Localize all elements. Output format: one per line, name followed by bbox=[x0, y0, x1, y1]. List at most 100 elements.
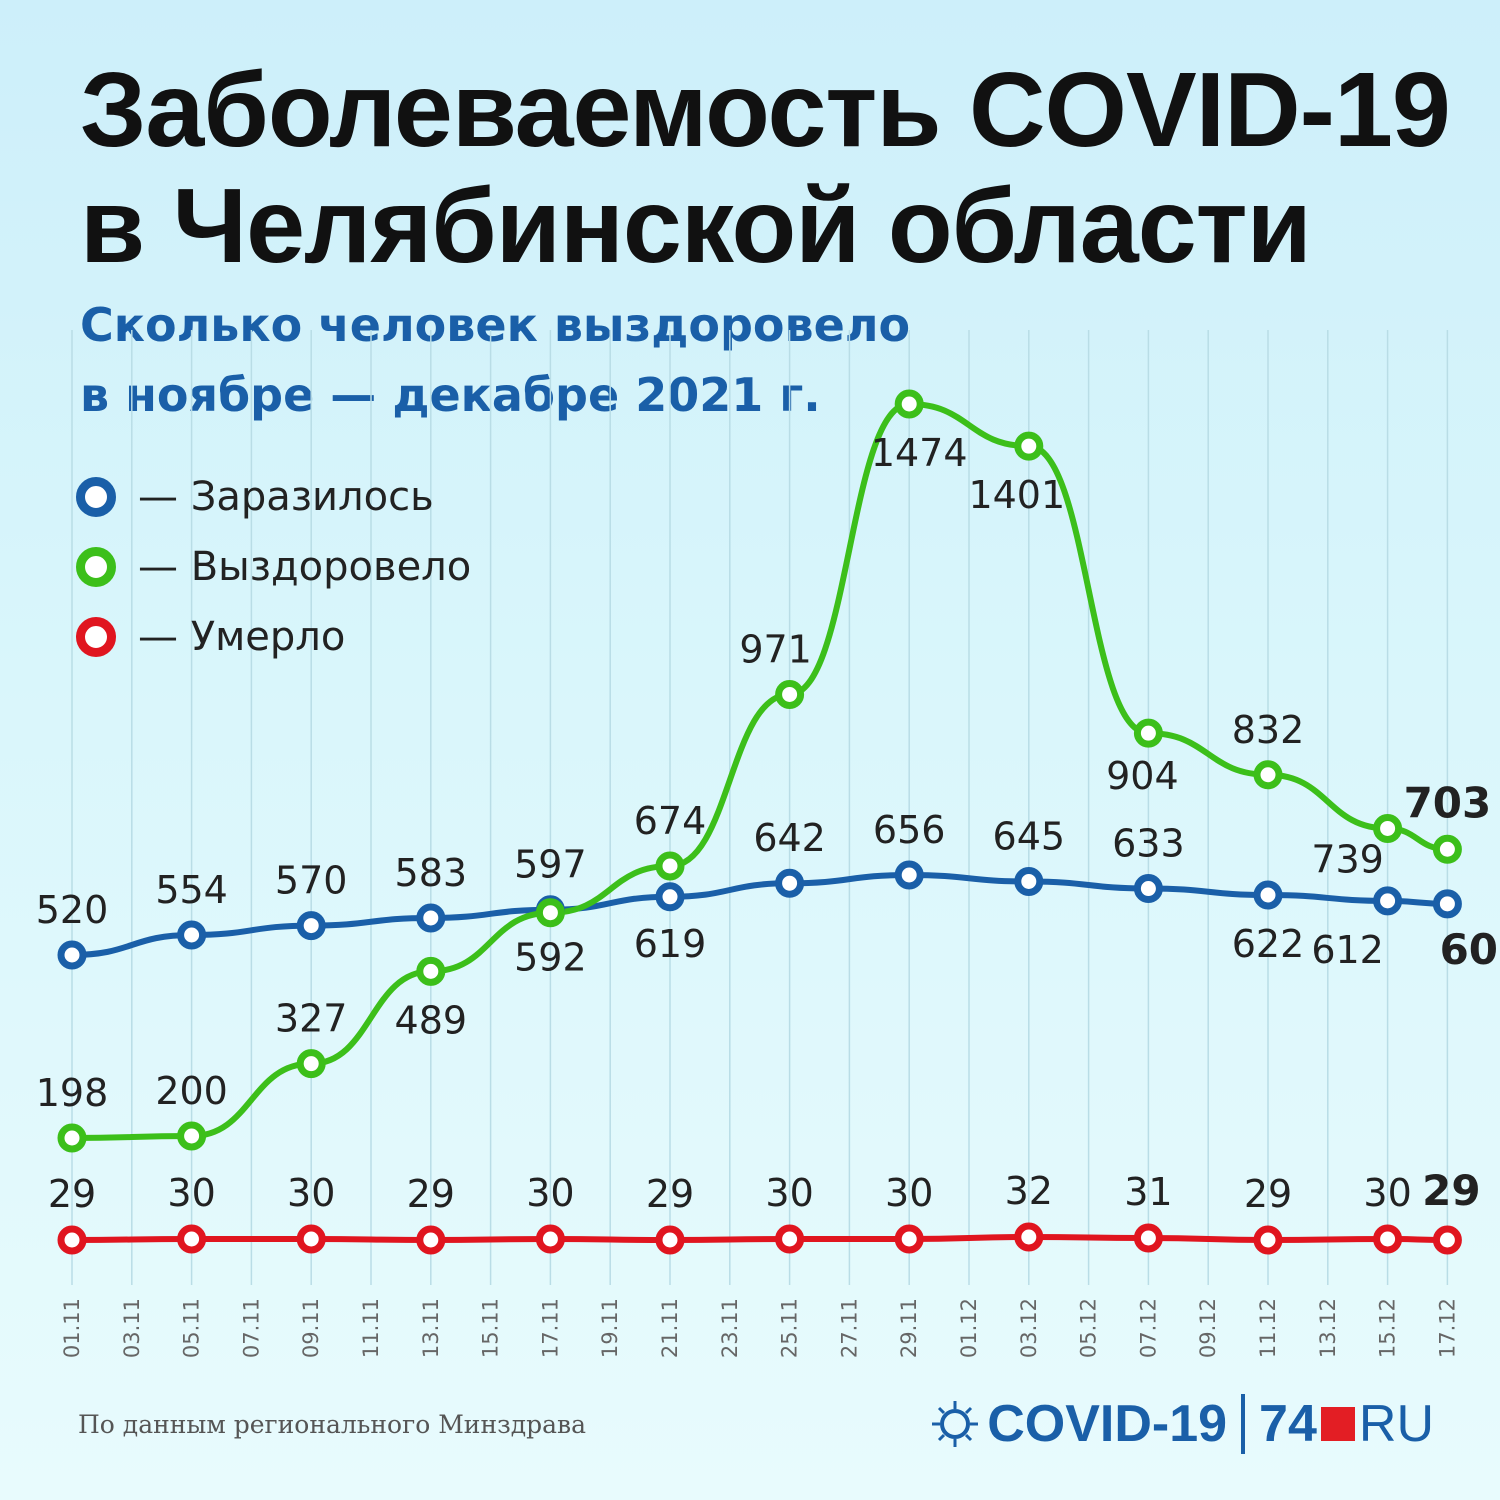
legend-item-died: — Умерло bbox=[76, 602, 471, 672]
recovered-point bbox=[296, 1049, 326, 1079]
infected-value-label: 583 bbox=[395, 851, 468, 895]
covid-74ru-logo: COVID-19 74 RU bbox=[929, 1394, 1434, 1454]
logo-covid-text: COVID-19 bbox=[987, 1395, 1228, 1453]
died-value-label: 29 bbox=[48, 1172, 96, 1216]
died-point bbox=[416, 1225, 446, 1255]
subtitle-line-1: Сколько человек выздоровело bbox=[80, 298, 911, 352]
recovered-value-label: 198 bbox=[36, 1071, 109, 1115]
infected-value-label: 554 bbox=[155, 868, 228, 912]
x-tick-label: 09.11 bbox=[299, 1298, 323, 1358]
recovered-marker-icon bbox=[76, 547, 116, 587]
died-point bbox=[1014, 1222, 1044, 1252]
recovered-value-label: 200 bbox=[155, 1069, 228, 1113]
died-value-label: 30 bbox=[1363, 1171, 1411, 1215]
infected-point bbox=[296, 911, 326, 941]
died-line bbox=[69, 1233, 1451, 1244]
infected-value-label: 622 bbox=[1232, 922, 1305, 966]
legend: — Заразилось — Выздоровело — Умерло bbox=[76, 462, 471, 672]
logo-74ru: 74 RU bbox=[1259, 1394, 1434, 1454]
x-tick-label: 27.11 bbox=[837, 1298, 861, 1358]
died-point bbox=[775, 1224, 805, 1254]
recovered-point bbox=[1373, 813, 1403, 843]
x-tick-label: 19.11 bbox=[598, 1298, 622, 1358]
recovered-value-label: 327 bbox=[275, 997, 348, 1041]
infected-value-label: 633 bbox=[1112, 822, 1185, 866]
x-tick-label: 15.12 bbox=[1376, 1298, 1400, 1358]
grid bbox=[71, 330, 1449, 1285]
logo-ru-text: RU bbox=[1358, 1395, 1434, 1453]
died-point bbox=[1373, 1224, 1403, 1254]
title-line-2: в Челябинской области bbox=[80, 167, 1312, 285]
x-tick-label: 23.11 bbox=[718, 1298, 742, 1358]
infected-point bbox=[894, 860, 924, 890]
infected-point bbox=[177, 920, 207, 950]
x-tick-label: 07.11 bbox=[239, 1298, 263, 1358]
died-value-label: 32 bbox=[1005, 1169, 1053, 1213]
x-tick-label: 01.11 bbox=[60, 1298, 84, 1358]
died-value-label: 29 bbox=[407, 1172, 455, 1216]
x-tick-label: 17.11 bbox=[538, 1298, 562, 1358]
x-tick-label: 03.11 bbox=[120, 1298, 144, 1358]
recovered-point bbox=[655, 851, 685, 881]
recovered-point bbox=[1133, 718, 1163, 748]
infected-value-label: 570 bbox=[275, 859, 348, 903]
legend-label: — Заразилось bbox=[138, 474, 434, 520]
died-point bbox=[1133, 1223, 1163, 1253]
recovered-point bbox=[57, 1123, 87, 1153]
died-value-label: 30 bbox=[526, 1171, 574, 1215]
died-point bbox=[177, 1224, 207, 1254]
recovered-point bbox=[775, 679, 805, 709]
recovered-point bbox=[1253, 760, 1283, 790]
died-point bbox=[535, 1224, 565, 1254]
source-note: По данным регионального Минздрава bbox=[78, 1410, 587, 1439]
recovered-value-label: 971 bbox=[739, 627, 812, 671]
recovered-point bbox=[535, 898, 565, 928]
died-value-label: 30 bbox=[287, 1171, 335, 1215]
recovered-value-label: 592 bbox=[514, 936, 587, 980]
infected-point bbox=[1432, 889, 1462, 919]
legend-item-infected: — Заразилось bbox=[76, 462, 471, 532]
infected-point bbox=[57, 940, 87, 970]
recovered-value-label: 739 bbox=[1311, 837, 1384, 881]
infected-point bbox=[775, 868, 805, 898]
died-point bbox=[1432, 1225, 1462, 1255]
series-points bbox=[57, 389, 1462, 1255]
title-line-1: Заболеваемость COVID-19 bbox=[80, 51, 1451, 169]
x-tick-label: 21.11 bbox=[658, 1298, 682, 1358]
x-tick-label: 15.11 bbox=[479, 1298, 503, 1358]
x-tick-label: 09.12 bbox=[1196, 1298, 1220, 1358]
infected-point bbox=[416, 903, 446, 933]
infected-value-label: 520 bbox=[36, 888, 109, 932]
logo-divider bbox=[1241, 1394, 1246, 1454]
recovered-value-label: 832 bbox=[1232, 708, 1305, 752]
died-point bbox=[655, 1225, 685, 1255]
died-point bbox=[1253, 1225, 1283, 1255]
recovered-point bbox=[416, 956, 446, 986]
legend-label: — Умерло bbox=[138, 614, 346, 660]
recovered-value-label: 703 bbox=[1404, 778, 1492, 827]
recovered-value-label: 1401 bbox=[968, 473, 1065, 517]
died-point bbox=[296, 1224, 326, 1254]
subtitle-line-2: в ноябре — декабре 2021 г. bbox=[80, 368, 821, 422]
red-square-icon bbox=[1320, 1407, 1355, 1441]
died-value-label: 30 bbox=[167, 1171, 215, 1215]
virus-icon bbox=[932, 1401, 979, 1447]
recovered-value-label: 674 bbox=[634, 799, 707, 843]
legend-label: — Выздоровело bbox=[138, 544, 472, 590]
died-value-label: 31 bbox=[1124, 1170, 1172, 1214]
x-tick-label: 05.12 bbox=[1077, 1298, 1101, 1358]
x-tick-label: 03.12 bbox=[1017, 1298, 1041, 1358]
x-tick-label: 11.12 bbox=[1256, 1298, 1280, 1358]
infected-value-label: 645 bbox=[993, 814, 1066, 858]
infected-value-label: 642 bbox=[753, 816, 826, 860]
x-axis-ticks: 01.11 03.11 05.11 07.11 09.11 11.11 13.11 15.11… bbox=[60, 1298, 1459, 1358]
died-marker-icon bbox=[76, 617, 116, 657]
legend-item-recovered: — Выздоровело bbox=[76, 532, 471, 602]
infected-value-label: 612 bbox=[1311, 928, 1384, 972]
infected-value-label: 607 bbox=[1440, 925, 1500, 974]
infected-point bbox=[655, 882, 685, 912]
infected-point bbox=[1133, 874, 1163, 904]
infected-point bbox=[1373, 886, 1403, 916]
died-point bbox=[57, 1225, 87, 1255]
recovered-value-label: 1474 bbox=[871, 431, 968, 475]
